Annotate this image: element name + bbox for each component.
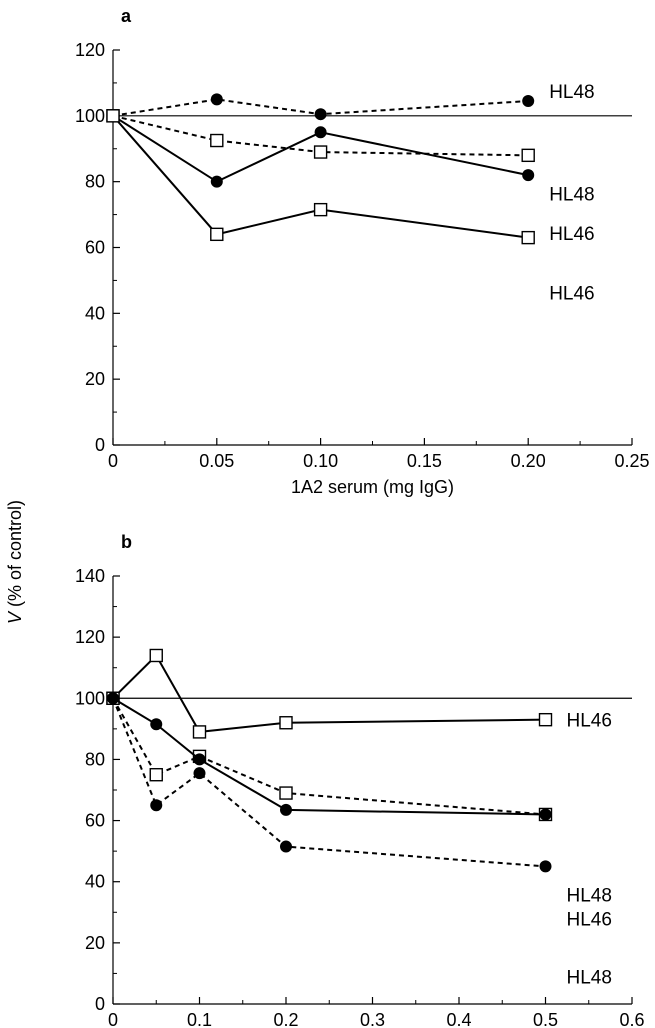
panel-b-series-1-label: HL48	[567, 885, 612, 906]
panel-a-x-tick-label: 0.10	[303, 451, 338, 471]
panel-b-series-1-point	[279, 786, 293, 800]
panel-b-series-3-point	[107, 692, 119, 705]
panel-b-x-tick-label: 0.5	[533, 1010, 558, 1028]
panel-b-series-0-point	[149, 648, 163, 663]
panel-a-series-2-point	[210, 175, 223, 188]
panel-a-series-2-point	[522, 169, 535, 182]
panel-a-series-0-line	[112, 98, 529, 117]
panel-a-series-2-point	[314, 126, 327, 139]
panel-a-x-tick-label: 0	[108, 451, 118, 471]
panel-a-y-tick-label: 20	[85, 369, 105, 389]
panel-a-tag: a	[121, 6, 132, 26]
panel-a-x-tick-label: 0.20	[511, 451, 546, 471]
panel-a-series-0-point	[210, 93, 223, 106]
panel-a-series-1-point	[521, 148, 535, 163]
panel-b-series-2-point	[539, 808, 552, 821]
panel-b-y-tick-label: 20	[85, 933, 105, 953]
panel-b-series-3-point	[150, 799, 163, 812]
panel-b-series-0-point	[192, 725, 207, 739]
panel-b-series-3-point	[193, 767, 206, 780]
y-axis-label: V (% of control)	[5, 500, 25, 624]
panel-b-x-tick-label: 0.1	[187, 1010, 212, 1028]
panel-b-series-2-point	[193, 753, 206, 766]
panel-b-series-3-point	[539, 860, 552, 873]
panel-a-x-axis-label: 1A2 serum (mg IgG)	[291, 477, 454, 497]
panel-b-tag: b	[121, 532, 132, 552]
panel-a-series-0-label: HL48	[549, 82, 594, 103]
y-axis-label-italic: V	[5, 610, 25, 624]
panel-a-series-2-line	[112, 114, 529, 183]
panel-b-x-tick-label: 0.4	[446, 1010, 471, 1028]
panel-a-y-tick-label: 60	[85, 238, 105, 258]
panel-a-series-0-point	[522, 95, 535, 108]
panel-a-y-tick-label: 120	[75, 40, 105, 60]
panel-b-x-tick-label: 0.3	[360, 1010, 385, 1028]
panel-a-series-3-label: HL46	[549, 284, 594, 305]
panel-a-series-3-point	[313, 202, 328, 217]
panel-b-series-3-line	[112, 697, 546, 868]
panel-a-x-tick-label: 0.05	[199, 451, 234, 471]
panel-b-series-0-line	[112, 653, 546, 733]
panel-a-series-3-point	[106, 109, 120, 123]
panel-b-chart: 02040608010012014000.10.20.30.40.50.6MAB…	[75, 566, 645, 1028]
panel-a-chart: 0 20 40 60 80 100 120 0 0.05 0.10 0.15 0.20 0.25 1A2 …	[75, 40, 650, 497]
panel-b-x-tick-label: 0.6	[619, 1010, 644, 1028]
panel-a-x-tick-label: 0.15	[407, 451, 442, 471]
panel-b-series-3-point	[280, 840, 292, 853]
y-axis-label-rest: (% of control)	[5, 500, 25, 612]
panel-b-x-tick-label: 0	[108, 1010, 118, 1028]
panel-b-x-tick-label: 0.2	[273, 1010, 298, 1028]
panel-b-series-0-point	[538, 712, 553, 727]
panel-b-y-tick-label: 60	[85, 811, 105, 831]
panel-a-y-tick-label: 40	[85, 303, 105, 323]
panel-a-y-tick-label: 100	[75, 106, 105, 126]
panel-a-y-tick-label: 0	[95, 435, 105, 455]
panel-a-series-2-label: HL46	[549, 224, 594, 245]
panel-a-series-1-point	[313, 145, 328, 159]
panel-a-y-tick-label: 80	[85, 172, 105, 192]
panel-a-x-tick-label: 0.25	[614, 451, 649, 471]
panel-b-series-0-label: HL46	[567, 711, 612, 732]
panel-a-series-1-label: HL48	[549, 184, 594, 205]
panel-b-series-2-label: HL46	[567, 909, 612, 930]
panel-b-y-tick-label: 40	[85, 872, 105, 892]
panel-b-y-tick-label: 120	[75, 627, 105, 647]
panel-b-y-tick-label: 100	[75, 688, 105, 708]
panel-b-series-2-point	[280, 803, 292, 816]
panel-a-series-3-point	[210, 227, 224, 242]
panel-b-series-1-line	[112, 697, 546, 816]
panel-a-series-1-point	[210, 133, 224, 148]
panel-a-series-3-line	[112, 115, 529, 239]
panel-b-series-3-label: HL48	[567, 967, 612, 988]
panel-b-series-0-point	[279, 716, 293, 730]
panel-b-y-tick-label: 140	[75, 566, 105, 586]
panel-a-series-0-point	[314, 108, 327, 121]
panel-b-series-2-point	[150, 718, 163, 731]
panel-b-series-1-point	[149, 768, 163, 782]
panel-b-y-tick-label: 0	[95, 994, 105, 1014]
panel-b-y-tick-label: 80	[85, 749, 105, 769]
panel-a-series-3-point	[521, 230, 535, 245]
